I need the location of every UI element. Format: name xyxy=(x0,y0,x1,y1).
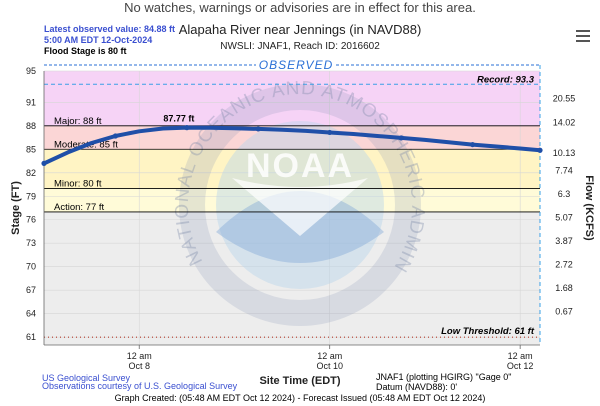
gage-info: JNAF1 (plotting HGIRG) "Gage 0" Datum (N… xyxy=(376,372,511,392)
peak-label: 87.77 ft xyxy=(163,114,194,124)
latest-observed-time: 5:00 AM EDT 12-Oct-2024 xyxy=(44,35,153,45)
observed-stage-line xyxy=(42,125,542,166)
flow-tick-label: 14.02 xyxy=(553,118,576,128)
noaa-watermark-text: NOAA xyxy=(246,147,354,185)
chart-title: Alapaha River near Jennings (in NAVD88) xyxy=(178,22,422,37)
observed-point xyxy=(398,135,404,141)
hamburger-menu-icon[interactable] xyxy=(576,30,590,42)
flow-tick-label: 20.55 xyxy=(553,93,576,103)
y-tick-label: 73 xyxy=(26,238,36,248)
flow-tick-label: 2.72 xyxy=(555,259,573,269)
y-tick-label: 85 xyxy=(26,144,36,154)
threshold-label-minor: Minor: 80 ft xyxy=(54,178,102,189)
advisory-banner: No watches, warnings or advisories are i… xyxy=(124,0,476,15)
latest-observed-value: Latest observed value: 84.88 ft xyxy=(44,24,176,34)
observed-point xyxy=(537,147,543,153)
y-tick-label: 64 xyxy=(26,309,36,319)
moderate-band xyxy=(44,125,540,150)
x-tick-label-time: 12 am xyxy=(317,351,342,361)
flow-tick-label: 3.87 xyxy=(555,236,573,246)
record-label: Record: 93.3 xyxy=(477,74,535,85)
y-tick-label: 88 xyxy=(26,121,36,131)
chart-subtitle: NWSLI: JNAF1, Reach ID: 2016602 xyxy=(220,41,380,52)
graph-created-note: Graph Created: (05:48 AM EDT Oct 12 2024… xyxy=(114,393,486,403)
flow-tick-label: 6.3 xyxy=(558,189,571,199)
flow-tick-label: 10.13 xyxy=(553,148,576,158)
x-tick-label-time: 12 am xyxy=(508,351,533,361)
noaa-seal-ring xyxy=(179,84,421,326)
y2-axis-title: Flow (KCFS) xyxy=(583,175,595,241)
y-tick-label: 91 xyxy=(26,97,36,107)
x-tick-label-time: 12 am xyxy=(127,351,152,361)
y-tick-label: 67 xyxy=(26,285,36,295)
flow-tick-label: 0.67 xyxy=(555,306,573,316)
y-tick-label: 82 xyxy=(26,168,36,178)
y-tick-label: 61 xyxy=(26,332,36,342)
y-tick-label: 95 xyxy=(26,66,36,76)
observed-point xyxy=(469,141,476,148)
minor-band xyxy=(44,149,540,189)
y-tick-label: 70 xyxy=(26,262,36,272)
observed-point xyxy=(112,133,119,139)
observed-point xyxy=(184,125,190,131)
threshold-label-major: Major: 88 ft xyxy=(54,116,102,127)
low-threshold-label: Low Threshold: 61 ft xyxy=(441,326,535,337)
observed-point xyxy=(255,126,261,132)
noaa-seal-gull xyxy=(232,178,368,236)
major-band xyxy=(44,71,540,126)
y-tick-label: 79 xyxy=(26,191,36,201)
observed-point xyxy=(41,160,47,166)
usgs-credit-link[interactable]: US Geological Survey xyxy=(42,373,131,383)
flow-tick-label: 5.07 xyxy=(555,212,573,222)
x-tick-label-date: Oct 10 xyxy=(316,361,343,371)
normal-band xyxy=(44,211,540,345)
x-tick-label-date: Oct 12 xyxy=(507,361,534,371)
x-tick-label-date: Oct 8 xyxy=(128,361,150,371)
flow-tick-label: 7.74 xyxy=(555,165,573,175)
latest-observed-box: Latest observed value: 84.88 ft 5:00 AM … xyxy=(44,24,175,46)
y-tick-label: 76 xyxy=(26,215,36,225)
threshold-label-action: Action: 77 ft xyxy=(54,202,105,213)
observed-label: OBSERVED xyxy=(259,58,333,72)
gage-datum-line: Datum (NAVD88): 0' xyxy=(376,382,458,392)
observations-credit-link[interactable]: Observations courtesy of U.S. Geological… xyxy=(42,381,238,391)
observed-point xyxy=(327,129,333,136)
x-axis-title: Site Time (EDT) xyxy=(259,375,341,387)
flow-tick-label: 1.68 xyxy=(555,283,573,293)
gage-info-line: JNAF1 (plotting HGIRG) "Gage 0" xyxy=(376,372,512,382)
flood-stage-note: Flood Stage is 80 ft xyxy=(44,46,127,56)
y-axis-title: Stage (FT) xyxy=(10,181,22,235)
